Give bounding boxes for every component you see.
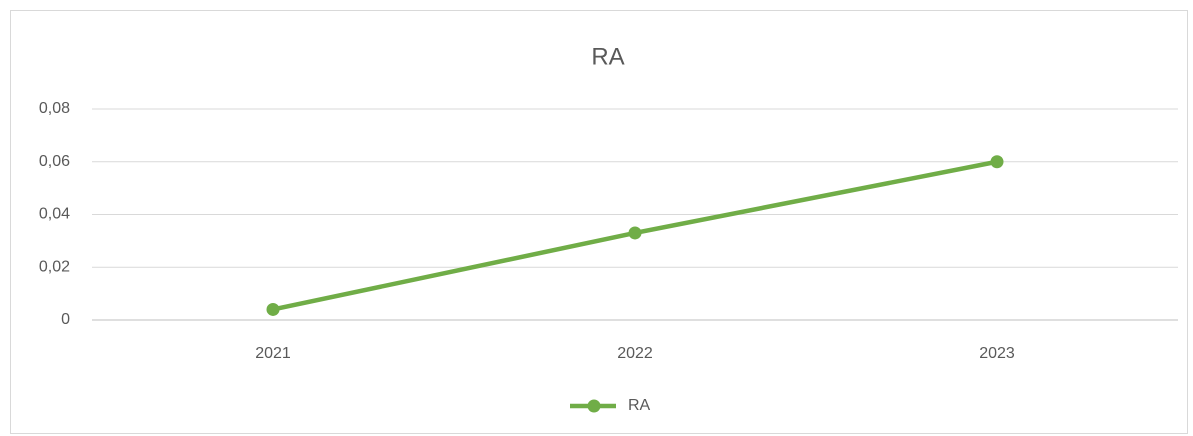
data-point	[628, 226, 642, 240]
x-tick-label: 2021	[255, 345, 291, 362]
data-point	[266, 302, 280, 316]
y-tick-label: 0,08	[39, 100, 70, 117]
legend-marker	[587, 399, 601, 413]
y-tick-label: 0,06	[39, 153, 70, 170]
y-tick-label: 0	[61, 311, 70, 328]
y-tick-label: 0,02	[39, 258, 70, 275]
y-tick-label: 0,04	[39, 206, 70, 223]
chart-border	[10, 10, 1188, 434]
x-tick-label: 2023	[979, 345, 1015, 362]
data-point	[990, 155, 1004, 169]
x-tick-label: 2022	[617, 345, 653, 362]
legend-label: RA	[628, 397, 651, 414]
chart-title: RA	[591, 43, 624, 70]
